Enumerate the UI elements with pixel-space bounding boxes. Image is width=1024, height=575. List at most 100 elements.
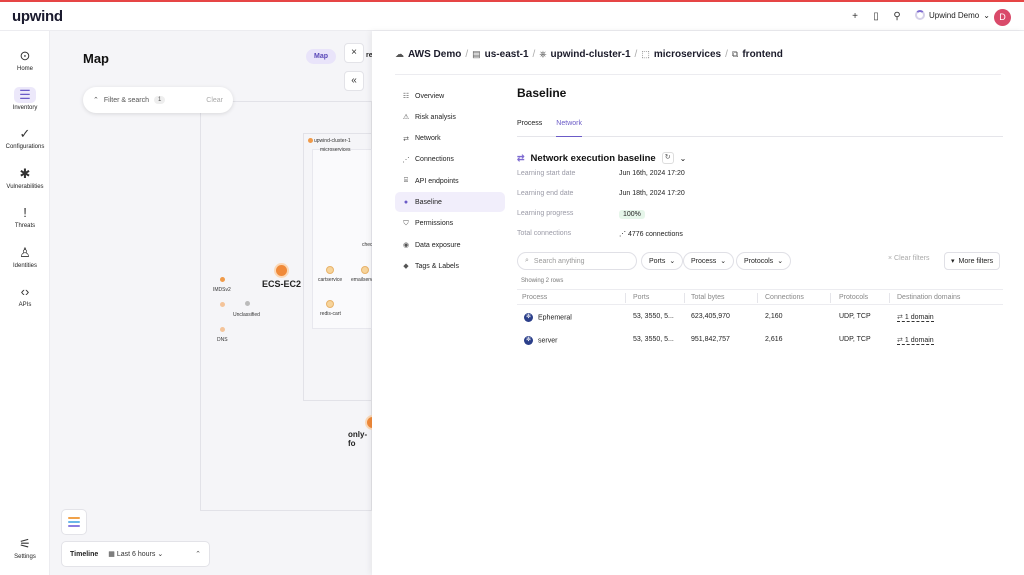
column-header[interactable]: Ports xyxy=(633,294,650,301)
redis-cart-node[interactable] xyxy=(326,300,334,308)
namespace-frame xyxy=(312,149,372,329)
subnav-item-baseline[interactable]: ● Baseline xyxy=(395,192,505,213)
breadcrumb-item[interactable]: microservices xyxy=(653,49,722,60)
sidebar-item-apis[interactable]: ‹› APIs xyxy=(0,284,50,308)
sidebar-item-label: Configurations xyxy=(5,144,45,150)
more-filters-button[interactable]: ▾ More filters xyxy=(944,252,1001,270)
runner-icon[interactable]: ⚲ xyxy=(893,11,901,22)
column-header[interactable]: Process xyxy=(522,294,548,301)
filter-search-pill[interactable]: ⌃ Filter & search 1 Clear xyxy=(83,87,233,113)
subnav-item-permissions[interactable]: ⛉ Permissions xyxy=(395,214,505,234)
protocols-dropdown[interactable]: Protocols ⌄ xyxy=(736,252,792,270)
connections-cell: 2,160 xyxy=(765,313,783,320)
breadcrumb-item[interactable]: us-east-1 xyxy=(484,49,529,60)
user-avatar[interactable]: D xyxy=(994,9,1011,26)
sidebar-item-identities[interactable]: ♙ Identities xyxy=(0,245,50,269)
collapse-panel-button[interactable]: « xyxy=(344,71,364,91)
plus-icon[interactable]: + xyxy=(852,11,858,22)
breadcrumb-separator: / xyxy=(725,49,728,60)
map-view-toggle[interactable]: Map xyxy=(306,49,336,64)
connections-value: 4776 connections xyxy=(627,231,683,238)
subnav-item-tags[interactable]: ◆ Tags & Labels xyxy=(395,256,505,276)
column-divider[interactable] xyxy=(830,293,831,303)
process-dropdown[interactable]: Process ⌄ xyxy=(683,252,735,270)
clear-filters-button[interactable]: × Clear filters xyxy=(888,255,929,262)
legend-button[interactable] xyxy=(61,509,87,535)
exclamation-icon: ! xyxy=(23,205,27,220)
subnav-item-overview[interactable]: ☷ Overview xyxy=(395,86,505,106)
breadcrumb: ☁ AWS Demo / ▤ us-east-1 / ⎈ upwind-clus… xyxy=(395,49,783,60)
arrows-icon: ⇄ xyxy=(517,152,525,163)
column-header[interactable]: Protocols xyxy=(839,294,869,301)
column-header[interactable]: Connections xyxy=(765,294,804,301)
subnav-item-data-exposure[interactable]: ◉ Data exposure xyxy=(395,235,505,255)
domains-link[interactable]: ⇄ 1 domain xyxy=(897,336,934,345)
chevron-down-icon[interactable]: ⌄ xyxy=(679,153,687,163)
subnav-item-network[interactable]: ⇄ Network xyxy=(395,129,505,149)
map-canvas[interactable]: Map Map re upwind-cluster-1 microservice… xyxy=(50,31,378,575)
main-sidebar: ⊙ Home ☰ Inventory ✓ Configurations ✱ Vu… xyxy=(0,31,50,575)
unclassified-dot[interactable] xyxy=(220,302,225,307)
subnav-item-api-endpoints[interactable]: ⌸ API endpoints xyxy=(395,171,505,191)
sidebar-item-home[interactable]: ⊙ Home xyxy=(0,48,50,72)
column-divider[interactable] xyxy=(889,293,890,303)
sidebar-item-configurations[interactable]: ✓ Configurations xyxy=(0,126,50,150)
expand-timeline-icon[interactable]: ⌃ xyxy=(195,551,201,558)
search-placeholder: Search anything xyxy=(533,257,585,265)
column-divider[interactable] xyxy=(757,293,758,303)
protocols-cell: UDP, TCP xyxy=(839,336,871,343)
gear-icon: ✻ xyxy=(524,313,533,322)
api-icon: ⌸ xyxy=(403,177,409,185)
cartservice-node[interactable] xyxy=(326,266,334,274)
table-row[interactable]: ✻ Ephemeral 53, 3550, 5... 623,405,970 2,… xyxy=(517,307,1003,329)
book-icon[interactable]: ▯ xyxy=(873,11,879,22)
tab-network[interactable]: Network xyxy=(556,120,582,137)
imds-node[interactable] xyxy=(220,277,225,282)
timeline-label: Timeline xyxy=(70,550,99,558)
sidebar-item-settings[interactable]: ⚟ Settings xyxy=(0,536,50,560)
org-switcher[interactable]: Upwind Demo ⌄ xyxy=(915,10,990,20)
sidebar-item-inventory[interactable]: ☰ Inventory xyxy=(0,87,50,111)
refresh-button[interactable]: ↻ xyxy=(661,152,674,164)
namespace-label: microservices xyxy=(320,147,351,153)
breadcrumb-item[interactable]: AWS Demo xyxy=(408,49,462,60)
breadcrumb-item[interactable]: frontend xyxy=(742,49,783,60)
dns-node[interactable] xyxy=(220,327,225,332)
gear-icon: ✻ xyxy=(524,336,533,345)
column-divider[interactable] xyxy=(625,293,626,303)
subnav-label: Data exposure xyxy=(415,241,461,249)
legend-bar xyxy=(68,517,80,519)
unclassified-node[interactable] xyxy=(245,301,250,306)
section-title: Baseline xyxy=(517,86,567,100)
subnav-label: Permissions xyxy=(415,220,454,228)
subnav-item-risk-analysis[interactable]: ⚠ Risk analysis xyxy=(395,107,505,127)
emailservice-node[interactable] xyxy=(361,266,369,274)
filter-clear-button[interactable]: Clear xyxy=(206,96,223,104)
sidebar-item-vulnerabilities[interactable]: ✱ Vulnerabilities xyxy=(0,166,50,190)
list-icon: ☷ xyxy=(402,93,410,100)
sidebar-item-threats[interactable]: ! Threats xyxy=(0,205,50,229)
table-row[interactable]: ✻ server 53, 3550, 5... 951,842,757 2,616… xyxy=(517,330,1003,352)
column-header[interactable]: Destination domains xyxy=(897,294,961,301)
domains-link[interactable]: ⇄ 1 domain xyxy=(897,313,934,322)
arrows-icon: ⇄ xyxy=(897,337,903,344)
column-header[interactable]: Total bytes xyxy=(691,294,725,301)
ec2-node[interactable] xyxy=(276,265,287,276)
subnav-item-connections[interactable]: ⋰ Connections xyxy=(395,150,505,170)
connections-icon: ⋰ xyxy=(402,156,410,164)
tab-process[interactable]: Process xyxy=(517,120,543,127)
upwind-logo[interactable]: upwind xyxy=(12,8,63,25)
cluster-dot xyxy=(308,138,313,143)
column-divider[interactable] xyxy=(684,293,685,303)
workload-icon: ⧉ xyxy=(731,49,739,59)
baseline-header: ⇄ Network execution baseline ↻ ⌄ xyxy=(517,152,686,164)
time-range-select[interactable]: ▦ Last 6 hours ⌄ xyxy=(108,550,163,558)
close-panel-button[interactable]: × xyxy=(344,43,364,63)
view-toggle-overflow[interactable]: re xyxy=(366,52,373,59)
subnav-label: Risk analysis xyxy=(415,113,456,121)
page-title: Map xyxy=(83,51,109,66)
breadcrumb-item[interactable]: upwind-cluster-1 xyxy=(550,49,631,60)
clear-filters-label: Clear filters xyxy=(894,255,930,262)
ports-dropdown[interactable]: Ports ⌄ xyxy=(641,252,684,270)
search-input[interactable]: ⌕ Search anything xyxy=(517,252,637,270)
